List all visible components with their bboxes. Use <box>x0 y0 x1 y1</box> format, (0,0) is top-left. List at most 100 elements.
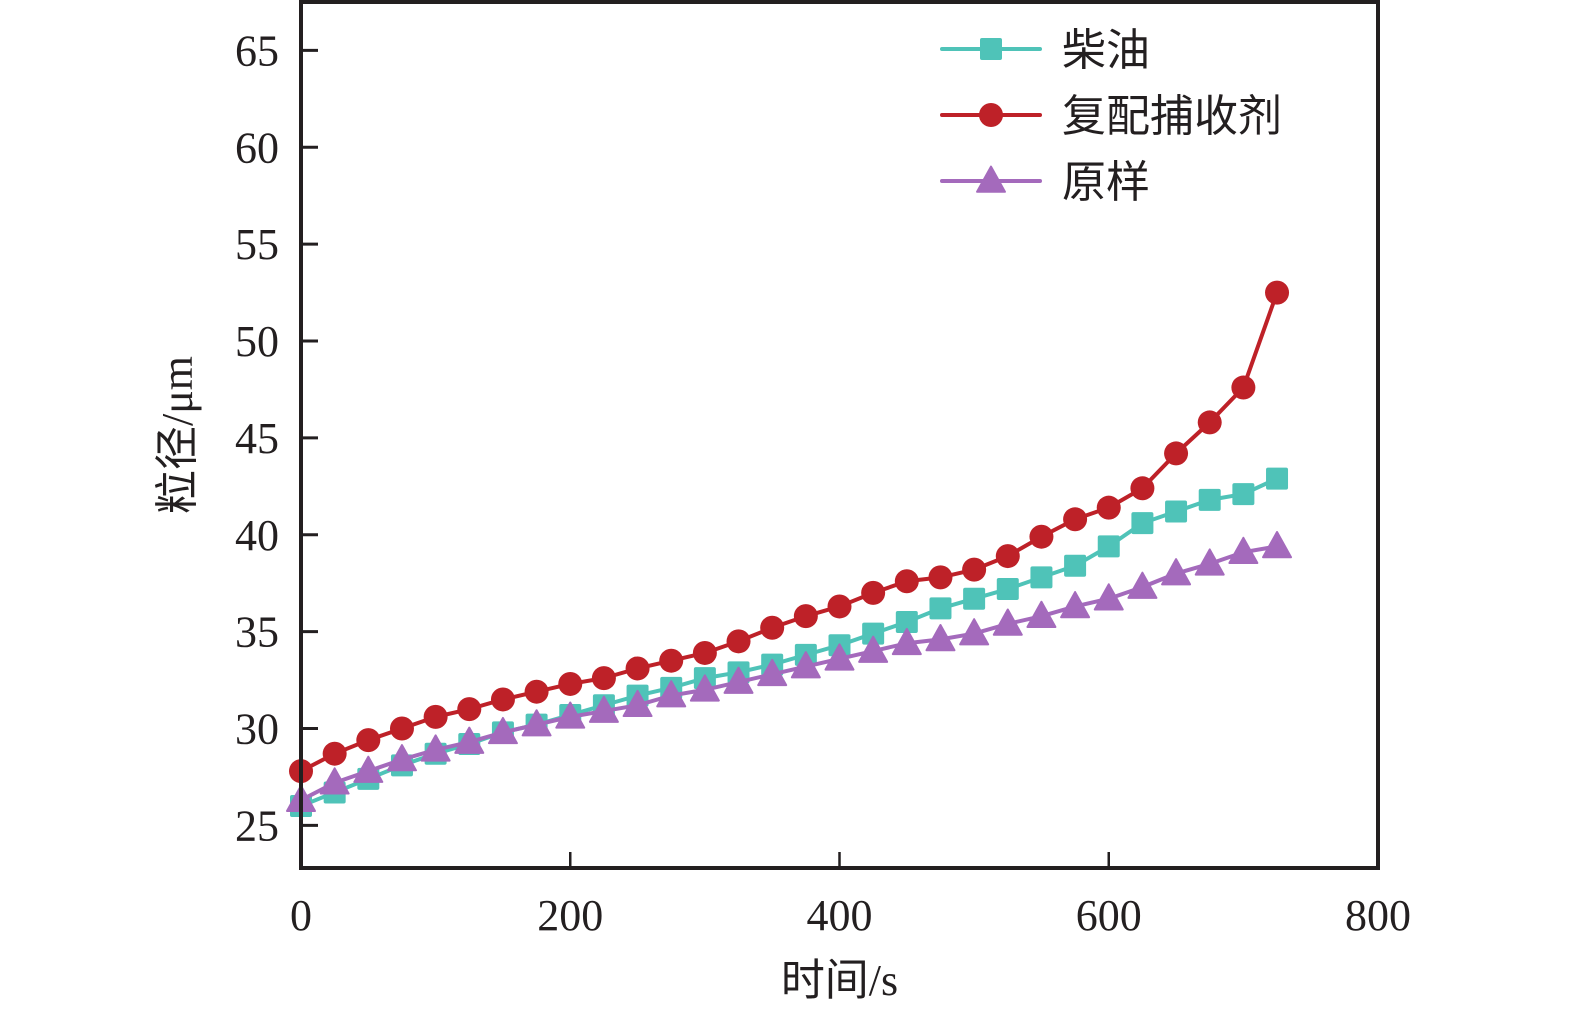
y-axis-title: 粒径/μm <box>153 356 202 514</box>
data-point <box>1093 583 1124 611</box>
data-point <box>925 623 956 652</box>
legend-item: 原样 <box>940 158 1150 207</box>
data-point <box>1232 483 1255 506</box>
y-tick-label: 25 <box>235 801 279 850</box>
y-tick-label: 45 <box>235 414 279 463</box>
data-point <box>1131 512 1154 535</box>
data-point <box>1097 535 1120 558</box>
data-point <box>1197 410 1222 435</box>
data-point <box>558 671 583 696</box>
data-point <box>928 565 953 590</box>
data-point <box>457 697 482 722</box>
series-line <box>300 544 1278 802</box>
data-point <box>555 701 586 729</box>
data-point <box>591 666 616 691</box>
legend-marker <box>976 165 1006 193</box>
data-point <box>689 674 720 702</box>
data-point <box>992 608 1023 636</box>
data-point <box>622 689 653 718</box>
data-point <box>895 610 918 633</box>
data-point <box>1161 558 1192 586</box>
data-point <box>659 648 684 673</box>
data-point <box>1164 441 1189 466</box>
data-point <box>1064 554 1087 577</box>
data-point <box>322 741 347 766</box>
y-tick-label: 60 <box>235 123 279 172</box>
data-point <box>824 643 855 671</box>
x-tick-label: 400 <box>807 891 873 940</box>
x-tick-label: 600 <box>1076 891 1142 940</box>
data-point <box>356 728 381 753</box>
y-tick-label: 55 <box>235 220 279 269</box>
data-point <box>1030 566 1053 589</box>
x-axis-title: 时间/s <box>781 956 898 1005</box>
data-point <box>862 622 885 645</box>
series-layer <box>286 280 1293 818</box>
y-axis-ticks: 25 30 35 40 45 50 55 60 65 <box>235 26 318 850</box>
data-point <box>423 704 448 729</box>
data-point <box>656 680 687 708</box>
x-tick-label: 200 <box>537 891 603 940</box>
x-tick-label: 0 <box>290 891 312 940</box>
data-point <box>490 687 515 712</box>
data-point <box>1096 495 1121 520</box>
data-point <box>588 695 619 723</box>
data-point <box>1026 600 1057 628</box>
legend-item: 复配捕收剂 <box>940 92 1282 141</box>
data-point <box>929 597 952 620</box>
data-point <box>1130 476 1155 501</box>
data-point <box>959 618 990 646</box>
data-point <box>521 709 552 737</box>
data-point <box>1265 280 1290 305</box>
y-tick-label: 50 <box>235 317 279 366</box>
legend-label: 柴油 <box>1062 26 1150 75</box>
data-point <box>420 734 451 762</box>
data-point <box>894 569 919 594</box>
data-point <box>319 767 350 795</box>
data-point <box>891 627 922 656</box>
data-point <box>1063 507 1088 532</box>
data-point <box>1266 467 1289 490</box>
data-point <box>1228 536 1259 565</box>
data-point <box>996 578 1019 601</box>
data-point <box>1198 488 1221 511</box>
y-tick-label: 35 <box>235 608 279 657</box>
y-tick-label: 40 <box>235 511 279 560</box>
legend-item: 柴油 <box>940 26 1150 75</box>
data-point <box>962 557 987 582</box>
legend-label: 复配捕收剂 <box>1062 92 1282 141</box>
series-2 <box>286 530 1293 812</box>
data-point <box>1231 375 1256 400</box>
legend-label: 原样 <box>1062 158 1150 207</box>
data-point <box>858 635 889 663</box>
x-axis-ticks: 0 200 400 600 800 <box>290 852 1411 940</box>
data-point <box>793 604 818 629</box>
data-point <box>827 594 852 619</box>
legend-marker <box>979 103 1003 127</box>
data-point <box>790 651 821 679</box>
series-1 <box>289 280 1290 784</box>
legend-marker <box>980 38 1002 60</box>
data-point <box>963 587 986 610</box>
data-point <box>1060 591 1091 619</box>
data-point <box>757 658 788 687</box>
data-point <box>1194 548 1225 576</box>
data-point <box>723 666 754 694</box>
data-point <box>726 629 751 654</box>
data-point <box>995 544 1020 569</box>
data-point <box>1262 530 1293 559</box>
data-point <box>524 679 549 704</box>
y-tick-label: 65 <box>235 26 279 75</box>
x-tick-label: 800 <box>1345 891 1411 940</box>
data-point <box>760 615 785 640</box>
data-point <box>861 580 886 605</box>
data-point <box>353 755 384 783</box>
data-point <box>454 726 485 754</box>
data-point <box>692 640 717 665</box>
data-point <box>389 716 414 741</box>
data-point <box>625 656 650 681</box>
y-tick-label: 30 <box>235 705 279 754</box>
data-point <box>1165 500 1188 523</box>
